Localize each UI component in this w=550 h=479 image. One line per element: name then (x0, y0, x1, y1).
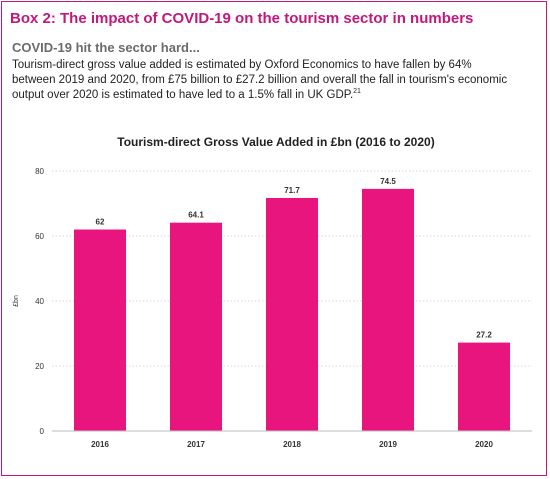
bar-2016 (74, 229, 126, 431)
y-tick-label: 0 (40, 427, 45, 436)
bar-2019 (362, 188, 414, 431)
x-tick-label: 2016 (91, 440, 109, 449)
bar-2018 (266, 197, 318, 431)
bar-value-label: 71.7 (284, 186, 300, 195)
grid-lines (52, 170, 532, 367)
x-tick-label: 2018 (283, 440, 301, 449)
y-axis-label: £bn (13, 295, 20, 307)
bar-value-labels: 62 64.1 71.7 74.5 27.2 (96, 177, 493, 340)
bar-value-label: 64.1 (188, 211, 204, 220)
box-title: Box 2: The impact of COVID-19 on the tou… (10, 10, 474, 27)
body-text: Tourism-direct gross value added is esti… (12, 58, 512, 103)
y-tick-label: 40 (35, 297, 44, 306)
bar-2017 (170, 222, 222, 431)
x-tick-label: 2020 (475, 440, 493, 449)
bar-value-label: 62 (96, 218, 105, 227)
y-axis-ticks: 0 20 40 60 80 (35, 167, 44, 436)
y-tick-label: 80 (35, 167, 44, 176)
footnote-ref: 21 (353, 88, 361, 96)
x-tick-label: 2017 (187, 440, 205, 449)
bars (74, 188, 510, 431)
chart-title: Tourism-direct Gross Value Added in £bn … (117, 135, 435, 149)
x-axis-ticks: 2016 2017 2018 2019 2020 (91, 440, 493, 449)
bar-value-label: 27.2 (476, 331, 492, 340)
subheading: COVID-19 hit the sector hard... (12, 40, 200, 55)
y-tick-label: 20 (35, 362, 44, 371)
x-tick-label: 2019 (379, 440, 397, 449)
bar-2020 (458, 342, 510, 431)
body-text-content: Tourism-direct gross value added is esti… (12, 59, 508, 101)
bar-value-label: 74.5 (380, 177, 396, 186)
y-tick-label: 60 (35, 232, 44, 241)
